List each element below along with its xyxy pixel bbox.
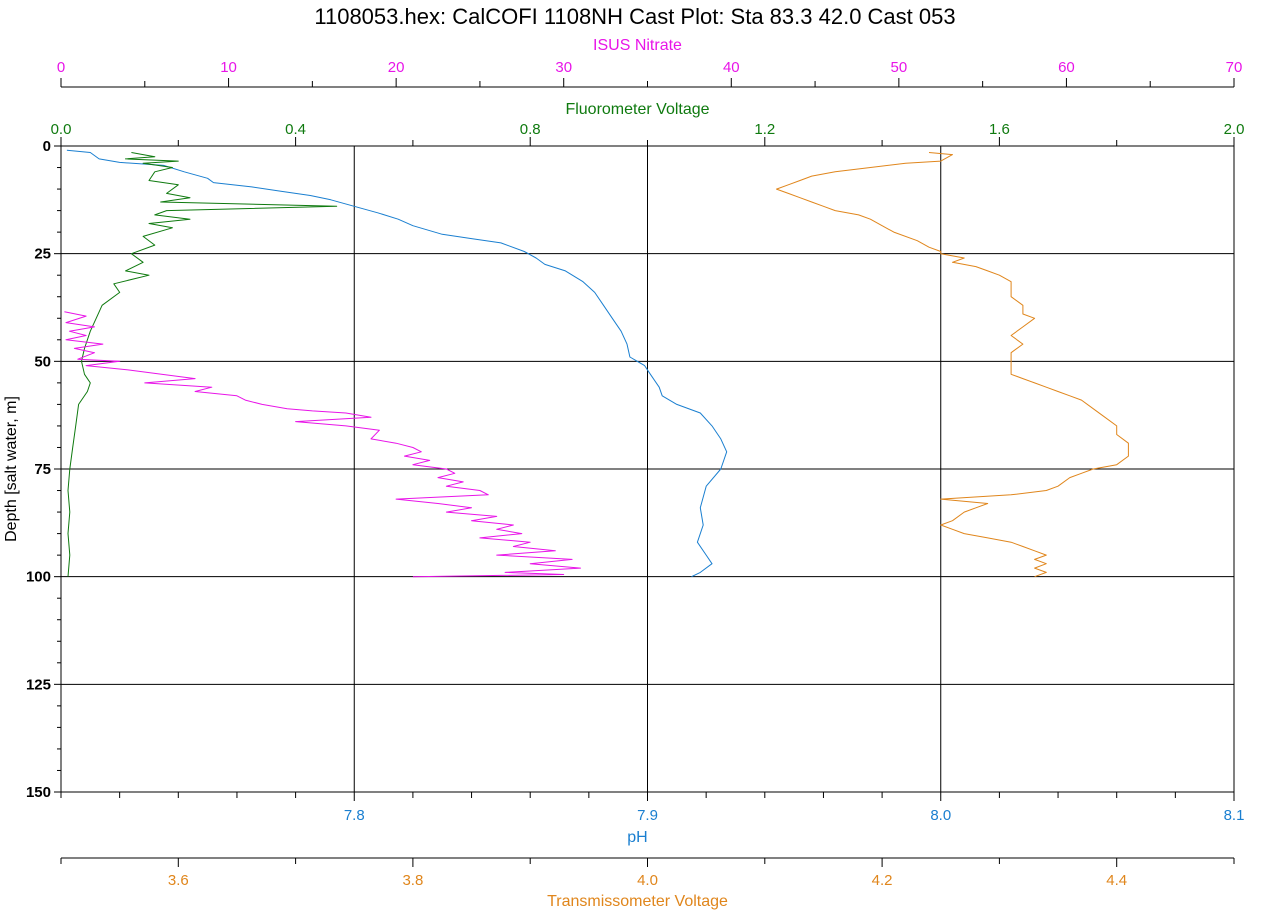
- depth-tick-label: 50: [34, 353, 51, 370]
- axis-trans: 3.6 3.8 4.0 4.2 4.4 Transmissometer Voltage: [60, 857, 1235, 910]
- axis-ph: 7.8 7.9 8.0 8.1 pH: [60, 792, 1245, 846]
- depth-tick-label: 25: [34, 246, 51, 263]
- tick-label-ph: 8.0: [930, 807, 951, 824]
- tick-label-trans: 4.4: [1106, 872, 1127, 889]
- tick-label-nitrate: 40: [723, 59, 740, 76]
- tick-label-fluor: 1.6: [989, 121, 1010, 138]
- tick-label-ph: 8.1: [1224, 807, 1245, 824]
- y-axis-label: Depth [salt water, m]: [3, 396, 20, 542]
- tick-label-fluor: 2.0: [1224, 121, 1245, 138]
- series-line-fluor: [67, 152, 338, 577]
- tick-label-nitrate: 70: [1226, 59, 1243, 76]
- tick-label-ph: 7.8: [344, 807, 365, 824]
- tick-label-trans: 3.8: [402, 872, 423, 889]
- axis-title-nitrate: ISUS Nitrate: [593, 37, 682, 54]
- series-line-trans: [776, 152, 1129, 578]
- tick-label-trans: 3.6: [168, 872, 189, 889]
- axis-title-fluor: Fluorometer Voltage: [565, 101, 709, 118]
- tick-label-nitrate: 30: [555, 59, 572, 76]
- axis-title-ph: pH: [627, 829, 647, 846]
- series-line-ph: [66, 149, 728, 578]
- chart-title: 1108053.hex: CalCOFI 1108NH Cast Plot: S…: [314, 4, 955, 29]
- plot-frame: [60, 145, 1235, 793]
- series-line-nitrate: [64, 311, 581, 578]
- tick-label-nitrate: 20: [388, 59, 405, 76]
- tick-label-nitrate: 50: [891, 59, 908, 76]
- tick-label-nitrate: 10: [220, 59, 237, 76]
- tick-label-ph: 7.9: [637, 807, 658, 824]
- tick-label-fluor: 0.8: [520, 121, 541, 138]
- depth-tick-label: 125: [26, 676, 51, 693]
- tick-label-fluor: 0.0: [51, 121, 72, 138]
- depth-tick-label: 100: [26, 569, 51, 586]
- axis-title-trans: Transmissometer Voltage: [547, 893, 728, 910]
- tick-label-fluor: 1.2: [754, 121, 775, 138]
- depth-tick-label: 0: [43, 138, 51, 155]
- depth-tick-label: 75: [34, 461, 51, 478]
- tick-label-nitrate: 60: [1058, 59, 1075, 76]
- tick-label-trans: 4.2: [872, 872, 893, 889]
- tick-label-nitrate: 0: [57, 59, 65, 76]
- axis-fluor: 0.0 0.4 0.8 1.2 1.6 2.0 Fluorometer Voltage: [51, 101, 1245, 146]
- axis-nitrate: 0 10 20 30 40 50 60 70 ISUS Nitrate: [57, 37, 1243, 88]
- tick-label-fluor: 0.4: [285, 121, 306, 138]
- tick-label-trans: 4.0: [637, 872, 658, 889]
- depth-tick-label: 150: [26, 784, 51, 801]
